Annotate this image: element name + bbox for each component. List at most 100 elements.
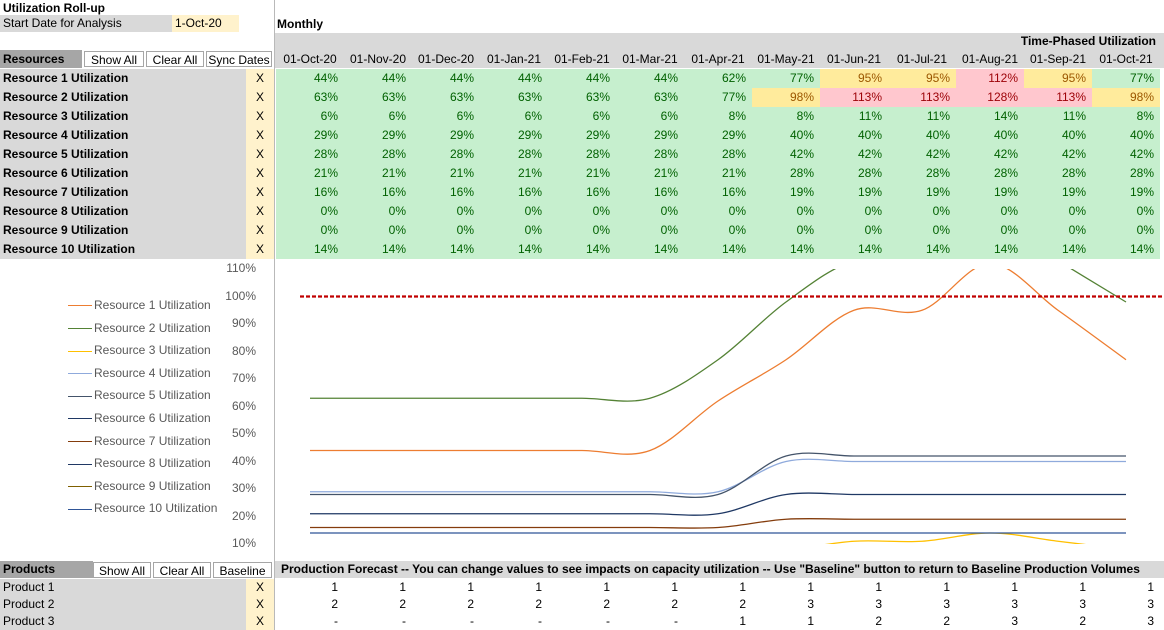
production-volume-cell[interactable]: 2: [535, 597, 542, 611]
resource-include-toggle[interactable]: X: [246, 107, 274, 126]
production-volume-cell[interactable]: 3: [943, 597, 950, 611]
production-volume-cell[interactable]: 1: [467, 580, 474, 594]
production-volume-cell[interactable]: -: [674, 614, 678, 628]
utilization-cell: 112%: [956, 69, 1024, 88]
production-volume-cell[interactable]: 3: [807, 597, 814, 611]
utilization-cell: 16%: [616, 183, 684, 202]
production-volume-cell[interactable]: 1: [671, 580, 678, 594]
production-volume-cell[interactable]: 2: [1079, 614, 1086, 628]
production-volume-cell[interactable]: 1: [399, 580, 406, 594]
production-volume-cell[interactable]: 3: [1011, 614, 1018, 628]
utilization-cell: 11%: [888, 107, 956, 126]
production-volume-cell[interactable]: 3: [1147, 614, 1154, 628]
production-volume-cell[interactable]: 2: [943, 614, 950, 628]
date-column-header: 01-May-21: [757, 52, 815, 66]
series-line: [310, 492, 1126, 516]
product-include-toggle[interactable]: X: [246, 579, 274, 596]
production-volume-cell[interactable]: 2: [467, 597, 474, 611]
utilization-cell: 21%: [684, 164, 752, 183]
legend-label: Resource 5 Utilization: [94, 388, 211, 403]
product-include-toggle[interactable]: X: [246, 613, 274, 630]
date-column-header: 01-Jul-21: [896, 52, 948, 66]
series-line: [309, 269, 1127, 455]
utilization-cell: 16%: [548, 183, 616, 202]
production-volume-cell[interactable]: 3: [1147, 597, 1154, 611]
show-all-resources-button[interactable]: Show All: [84, 51, 144, 67]
utilization-cell: 44%: [344, 69, 412, 88]
resource-include-toggle[interactable]: X: [246, 183, 274, 202]
resource-include-toggle[interactable]: X: [246, 240, 274, 259]
resource-include-toggle[interactable]: X: [246, 69, 274, 88]
resource-include-toggle[interactable]: X: [246, 126, 274, 145]
production-volume-cell[interactable]: 2: [739, 597, 746, 611]
date-column-header: 01-Dec-20: [417, 52, 475, 66]
legend-line-icon: [68, 418, 92, 420]
legend-item: Resource 10 Utilization: [68, 500, 217, 516]
resource-include-toggle[interactable]: X: [246, 221, 274, 240]
utilization-cell: 19%: [888, 183, 956, 202]
legend-line-icon: [68, 327, 92, 329]
utilization-cell: 29%: [344, 126, 412, 145]
utilization-cell: 95%: [820, 69, 888, 88]
y-tick-label: 30%: [231, 481, 256, 495]
production-volume-cell[interactable]: 3: [1011, 597, 1018, 611]
legend-label: Resource 3 Utilization: [94, 343, 211, 358]
production-volume-cell[interactable]: -: [538, 614, 542, 628]
production-volume-cell[interactable]: 1: [807, 580, 814, 594]
utilization-cell: 0%: [752, 221, 820, 240]
production-volume-cell[interactable]: 2: [671, 597, 678, 611]
production-volume-cell[interactable]: 1: [807, 614, 814, 628]
clear-all-resources-button[interactable]: Clear All: [146, 51, 204, 67]
utilization-cell: 0%: [752, 202, 820, 221]
baseline-button[interactable]: Baseline: [213, 562, 272, 578]
production-volume-cell[interactable]: -: [470, 614, 474, 628]
production-volume-cell[interactable]: 3: [1079, 597, 1086, 611]
utilization-cell: 6%: [276, 107, 344, 126]
production-volume-cell[interactable]: 1: [603, 580, 610, 594]
show-all-products-button[interactable]: Show All: [93, 562, 151, 578]
utilization-cell: 0%: [684, 202, 752, 221]
resource-row-label: Resource 6 Utilization: [0, 164, 246, 183]
production-volume-cell[interactable]: -: [402, 614, 406, 628]
utilization-cell: 21%: [548, 164, 616, 183]
start-date-input[interactable]: 1-Oct-20: [172, 15, 239, 32]
production-volume-cell[interactable]: 2: [331, 597, 338, 611]
production-volume-cell[interactable]: -: [606, 614, 610, 628]
production-volume-cell[interactable]: 1: [1079, 580, 1086, 594]
start-date-label: Start Date for Analysis: [0, 15, 172, 32]
production-volume-cell[interactable]: 1: [739, 614, 746, 628]
production-volume-cell[interactable]: 1: [331, 580, 338, 594]
utilization-cell: 40%: [1092, 126, 1160, 145]
utilization-cell: 63%: [548, 88, 616, 107]
product-include-toggle[interactable]: X: [246, 596, 274, 613]
production-volume-cell[interactable]: 2: [875, 614, 882, 628]
production-volume-cell[interactable]: 2: [399, 597, 406, 611]
legend-item: Resource 2 Utilization: [68, 320, 211, 336]
utilization-cell: 28%: [684, 145, 752, 164]
production-volume-cell[interactable]: 1: [739, 580, 746, 594]
production-volume-cell[interactable]: 1: [943, 580, 950, 594]
resource-include-toggle[interactable]: X: [246, 164, 274, 183]
series-line: [309, 269, 1127, 402]
production-volume-cell[interactable]: 1: [535, 580, 542, 594]
utilization-cell: 21%: [412, 164, 480, 183]
production-volume-cell[interactable]: 3: [875, 597, 882, 611]
production-forecast-banner: Production Forecast -- You can change va…: [275, 561, 1164, 578]
resource-include-toggle[interactable]: X: [246, 88, 274, 107]
utilization-cell: 95%: [888, 69, 956, 88]
resource-include-toggle[interactable]: X: [246, 202, 274, 221]
sync-dates-button[interactable]: Sync Dates: [206, 51, 272, 67]
utilization-cell: 19%: [1092, 183, 1160, 202]
production-volume-cell[interactable]: 1: [1011, 580, 1018, 594]
utilization-cell: 28%: [1024, 164, 1092, 183]
legend-line-icon: [68, 486, 92, 488]
production-volume-cell[interactable]: 1: [875, 580, 882, 594]
clear-all-products-button[interactable]: Clear All: [153, 562, 211, 578]
production-volume-cell[interactable]: 2: [603, 597, 610, 611]
production-volume-cell[interactable]: -: [334, 614, 338, 628]
y-tick-label: 110%: [226, 261, 256, 275]
resource-include-toggle[interactable]: X: [246, 145, 274, 164]
series-line: [824, 532, 1087, 544]
production-volume-cell[interactable]: 1: [1147, 580, 1154, 594]
utilization-cell: 14%: [616, 240, 684, 259]
